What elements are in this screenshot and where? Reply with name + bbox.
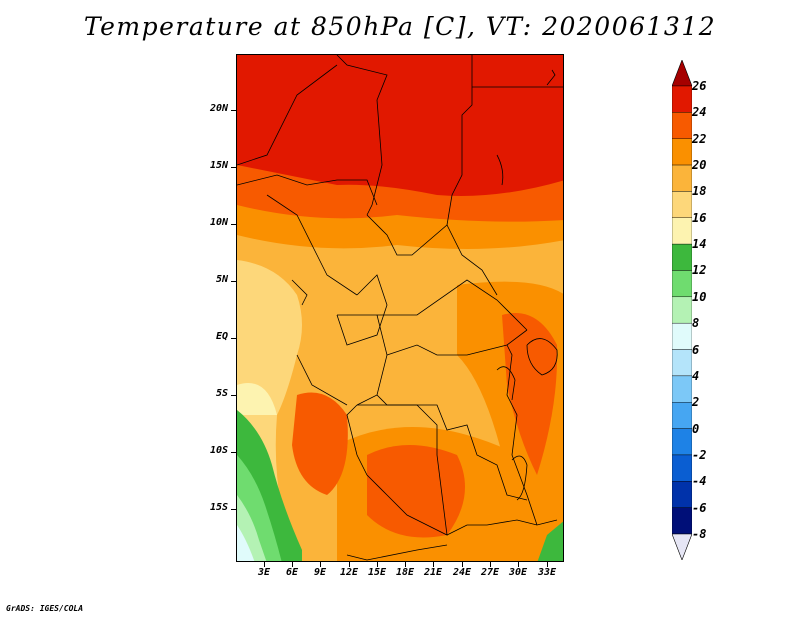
lon-tick bbox=[320, 562, 321, 567]
colorbar-label: 20 bbox=[692, 158, 707, 173]
colorbar-box bbox=[672, 217, 692, 245]
band-sw-6-8 bbox=[237, 525, 255, 561]
band-se-12-14 bbox=[537, 521, 563, 561]
band-north-24-26 bbox=[237, 55, 563, 196]
lon-tick bbox=[518, 562, 519, 567]
colorbar-label: 6 bbox=[692, 342, 700, 357]
band-sw-22-24 bbox=[292, 392, 348, 495]
lon-tick bbox=[433, 562, 434, 567]
lat-tick bbox=[231, 338, 236, 339]
colorbar-label: 22 bbox=[692, 131, 707, 146]
lon-label-9e: 9E bbox=[313, 567, 327, 578]
colorbar bbox=[672, 60, 692, 560]
colorbar-label: 0 bbox=[692, 421, 700, 436]
colorbar-box bbox=[672, 191, 692, 218]
lat-label-20n: 20N bbox=[209, 103, 228, 114]
band-coast-14-16 bbox=[237, 383, 277, 415]
colorbar-label: 12 bbox=[692, 263, 707, 278]
lat-label-5s: 5S bbox=[215, 388, 228, 399]
colorbar-label: -2 bbox=[692, 447, 707, 462]
lon-label-30e: 30E bbox=[508, 567, 528, 578]
lon-tick bbox=[264, 562, 265, 567]
lat-label-15n: 15N bbox=[209, 160, 228, 171]
lat-tick bbox=[231, 395, 236, 396]
lon-label-24e: 24E bbox=[452, 567, 472, 578]
lat-tick bbox=[231, 509, 236, 510]
lon-tick bbox=[462, 562, 463, 567]
lon-label-33e: 33E bbox=[537, 567, 557, 578]
lon-label-21e: 21E bbox=[423, 567, 443, 578]
lon-tick bbox=[547, 562, 548, 567]
lon-label-15e: 15E bbox=[367, 567, 387, 578]
lat-tick bbox=[231, 110, 236, 111]
colorbar-box bbox=[672, 375, 692, 403]
lon-tick bbox=[349, 562, 350, 567]
colorbar-label: 4 bbox=[692, 368, 700, 383]
colorbar-label: -6 bbox=[692, 500, 707, 515]
band-coast-16-18 bbox=[237, 260, 302, 415]
lat-tick bbox=[231, 281, 236, 282]
colorbar-box bbox=[672, 349, 692, 377]
colorbar-box bbox=[672, 243, 692, 271]
colorbar-label: 16 bbox=[692, 210, 707, 225]
colorbar-bottom-arrow bbox=[672, 533, 692, 560]
band-south-22-24 bbox=[367, 445, 465, 538]
lon-label-3e: 3E bbox=[257, 567, 271, 578]
lon-label-27e: 27E bbox=[480, 567, 500, 578]
lat-label-5n: 5N bbox=[215, 274, 228, 285]
lon-label-6e: 6E bbox=[285, 567, 299, 578]
map-title: Temperature at 850hPa [C], VT: 202006131… bbox=[83, 12, 717, 41]
colorbar-box bbox=[672, 454, 692, 482]
lon-tick bbox=[405, 562, 406, 567]
country-boundaries bbox=[237, 55, 563, 561]
lon-tick bbox=[292, 562, 293, 567]
colorbar-label: 2 bbox=[692, 395, 700, 410]
colorbar-label: -4 bbox=[692, 474, 707, 489]
colorbar-box bbox=[672, 507, 692, 535]
lon-tick bbox=[490, 562, 491, 567]
colorbar-box bbox=[672, 402, 692, 429]
lat-label-eq: EQ bbox=[215, 331, 228, 342]
colorbar-box bbox=[672, 322, 692, 350]
lat-tick bbox=[231, 452, 236, 453]
colorbar-label: -8 bbox=[692, 527, 707, 541]
lat-tick bbox=[231, 167, 236, 168]
lon-tick bbox=[377, 562, 378, 567]
colorbar-label: 18 bbox=[692, 184, 707, 199]
colorbar-label: 26 bbox=[692, 79, 707, 93]
colorbar-label: 10 bbox=[692, 289, 707, 304]
lat-label-15s: 15S bbox=[209, 502, 228, 513]
map-field bbox=[237, 55, 563, 561]
colorbar-box bbox=[672, 428, 692, 456]
colorbar-box bbox=[672, 85, 692, 113]
band-east-22-24 bbox=[502, 313, 558, 475]
colorbar-box bbox=[672, 270, 692, 298]
colorbar-box bbox=[672, 481, 692, 508]
lat-label-10n: 10N bbox=[209, 217, 228, 228]
lat-tick bbox=[231, 224, 236, 225]
lon-label-12e: 12E bbox=[339, 567, 359, 578]
colorbar-label: 14 bbox=[692, 237, 707, 252]
lat-label-10s: 10S bbox=[209, 445, 228, 456]
colorbar-box bbox=[672, 164, 692, 192]
lon-label-18e: 18E bbox=[395, 567, 415, 578]
temperature-map[interactable] bbox=[236, 54, 564, 562]
colorbar-label: 24 bbox=[692, 105, 707, 120]
colorbar-label: 8 bbox=[692, 316, 700, 331]
grads-credit: GrADS: IGES/COLA bbox=[6, 604, 84, 613]
colorbar-box bbox=[672, 296, 692, 324]
colorbar-box bbox=[672, 138, 692, 166]
colorbar-box bbox=[672, 112, 692, 139]
colorbar-top-arrow bbox=[672, 60, 692, 87]
